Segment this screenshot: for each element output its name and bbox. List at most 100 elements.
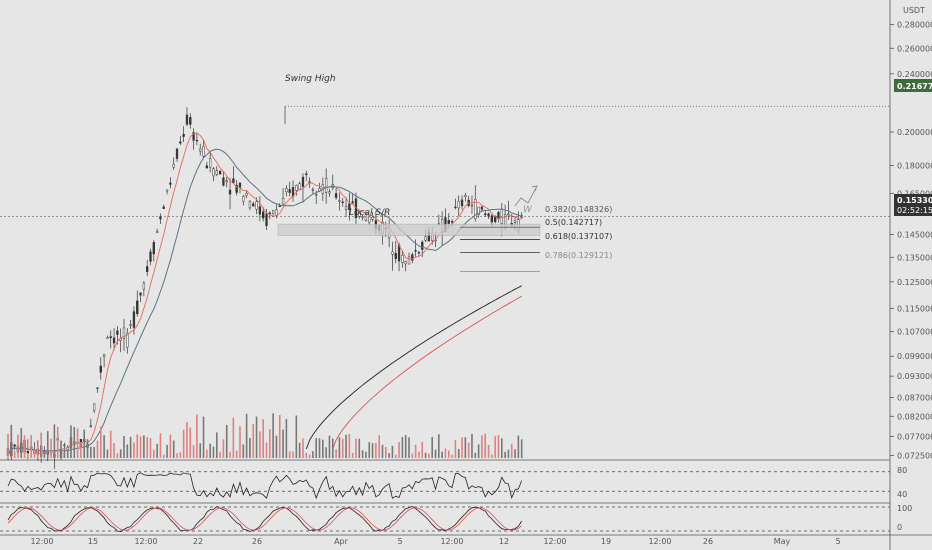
- volume-bar: [162, 454, 165, 458]
- projection-path[interactable]: [514, 187, 537, 207]
- volume-bar: [235, 450, 238, 458]
- volume-bar: [398, 442, 400, 458]
- price-tick-label: 0.280000: [897, 21, 932, 30]
- time-tick-label: 5: [397, 537, 402, 546]
- volume-bar: [63, 451, 66, 458]
- volume-bar: [331, 438, 334, 458]
- volume-bar: [113, 443, 115, 458]
- candle: [172, 163, 175, 168]
- drawing-annotations[interactable]: [0, 105, 890, 272]
- volume-bar: [275, 435, 278, 458]
- candle: [513, 220, 517, 223]
- stoch-pane[interactable]: [0, 505, 932, 536]
- candle: [245, 193, 248, 196]
- volume-bar: [322, 439, 324, 458]
- volume-bar: [338, 437, 341, 458]
- time-tick-label: 5: [835, 537, 840, 546]
- volume-bar: [262, 419, 264, 458]
- ma-long-red-line: [332, 295, 522, 450]
- candle: [205, 165, 208, 169]
- volume-bar: [318, 438, 321, 458]
- candle: [447, 220, 450, 224]
- volume-bar: [46, 431, 49, 458]
- candle: [132, 311, 136, 328]
- volume-bar: [60, 440, 62, 458]
- candle: [484, 213, 487, 215]
- volume-bar: [328, 435, 331, 458]
- candle: [99, 365, 102, 373]
- candle: [149, 251, 152, 262]
- volume-bar: [37, 445, 39, 458]
- time-tick-label: 12:00: [440, 537, 463, 546]
- volume-bar: [99, 426, 102, 458]
- volume-bar: [438, 434, 440, 458]
- candle: [334, 193, 338, 198]
- candle: [248, 201, 252, 209]
- volume-bar: [126, 444, 129, 458]
- swing-high-annotation[interactable]: Swing High: [285, 74, 336, 84]
- volume-bar: [176, 453, 178, 458]
- volume-bar: [447, 450, 450, 458]
- volume-bar: [123, 435, 125, 458]
- volume-bar: [265, 442, 268, 458]
- volume-bar: [17, 434, 19, 458]
- time-axis[interactable]: 12:00 15 12:00 22 26 Apr 5 12:00 12 12:00 19 12:00 2…: [30, 537, 840, 546]
- volume-bar: [192, 445, 195, 458]
- volume-bar: [341, 438, 344, 458]
- volume-bar: [229, 451, 231, 458]
- candle: [305, 173, 308, 176]
- volume-bar: [441, 451, 443, 458]
- rsi-pane[interactable]: [0, 471, 890, 504]
- volume-bar: [23, 435, 26, 458]
- candle: [295, 185, 298, 191]
- local-sr-annotation[interactable]: Local S/R: [349, 208, 390, 218]
- candle: [218, 170, 222, 175]
- candle: [311, 189, 315, 191]
- volume-bar: [454, 440, 457, 458]
- candle: [464, 194, 467, 197]
- stoch-level-100-label: 100: [897, 504, 912, 513]
- candle: [139, 292, 142, 296]
- price-axis[interactable]: 0.280000 0.260000 0.240000 0.200000 0.180000…: [889, 0, 932, 550]
- candle: [358, 213, 361, 217]
- volume-bar: [292, 451, 294, 458]
- volume-bar: [159, 433, 162, 458]
- volume-bar: [414, 444, 417, 458]
- volume-bar: [7, 433, 9, 458]
- swing-high-price-tag: 0.216776: [894, 79, 932, 92]
- volume-bar: [295, 415, 298, 458]
- volume-bar: [517, 435, 520, 458]
- volume-bar: [345, 434, 347, 458]
- volume-bar: [83, 429, 86, 458]
- volume-bar: [365, 451, 367, 458]
- price-pane[interactable]: [0, 107, 890, 469]
- time-tick-label: May: [774, 537, 791, 546]
- volume-bar: [109, 430, 112, 458]
- price-tick-label: 0.125000: [897, 278, 932, 287]
- candle: [341, 201, 344, 203]
- price-tick-label: 0.115000: [897, 304, 932, 313]
- volume-bar: [239, 426, 241, 458]
- candle: [454, 206, 457, 209]
- volume-bar: [371, 443, 374, 458]
- volume-bar: [169, 434, 172, 458]
- candle: [142, 282, 146, 290]
- volume-bar: [484, 433, 487, 458]
- price-tick-label: 0.099000: [897, 352, 932, 361]
- volume-bar: [457, 448, 460, 458]
- price-tick-label: 0.087000: [897, 393, 932, 402]
- volume-bar: [378, 435, 380, 458]
- volume-bar: [408, 437, 410, 458]
- price-tick-label: 0.260000: [897, 44, 932, 53]
- volume-bar: [375, 442, 377, 458]
- candle: [417, 252, 421, 254]
- candle: [278, 205, 281, 208]
- local-sr-zone[interactable]: [277, 223, 541, 236]
- volume-bar: [245, 413, 248, 458]
- volume-bar: [481, 435, 483, 458]
- candle: [255, 201, 258, 210]
- fib-label-0618: 0.618(0.137107): [545, 232, 612, 241]
- candle: [487, 213, 490, 217]
